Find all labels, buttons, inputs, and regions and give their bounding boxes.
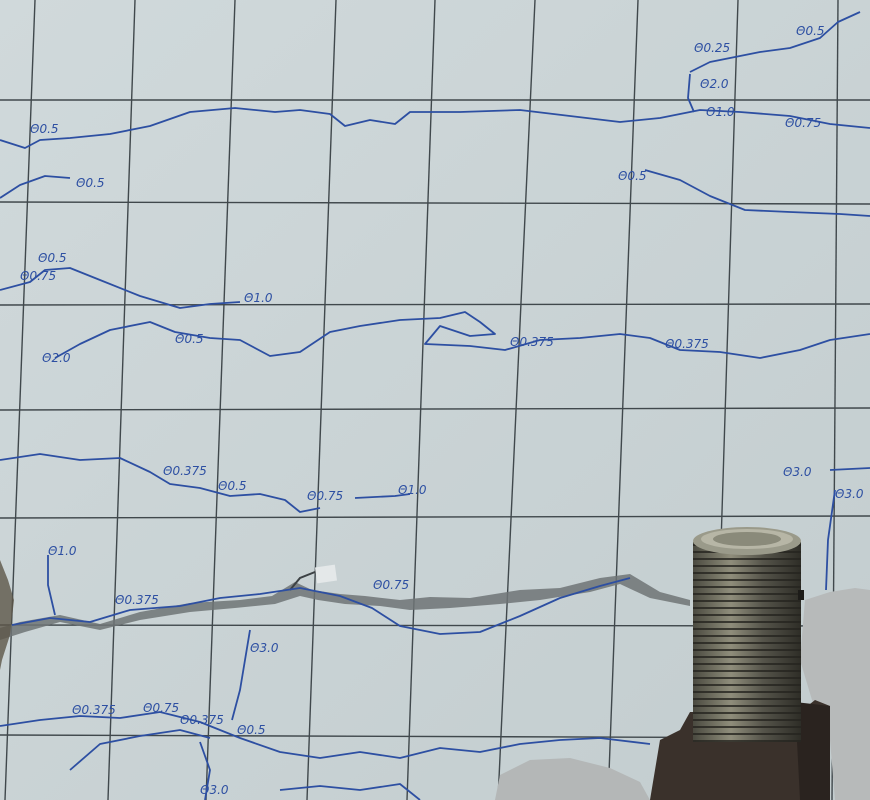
crack-traces xyxy=(0,11,870,800)
spalled-concrete xyxy=(495,588,870,800)
crack-width-label: Θ0.75 xyxy=(307,489,343,503)
crack-width-label: Θ2.0 xyxy=(42,351,71,365)
crack-width-label: Θ0.75 xyxy=(20,269,56,283)
crack-width-label: Θ0.5 xyxy=(796,24,825,38)
crack-width-label: Θ0.25 xyxy=(694,41,730,55)
crack-width-label: Θ0.75 xyxy=(143,701,179,715)
crack-width-label: Θ3.0 xyxy=(783,465,812,479)
crack-width-label: Θ2.0 xyxy=(700,77,729,91)
crack-width-label: Θ0.375 xyxy=(665,337,709,351)
crack-width-label: Θ0.5 xyxy=(218,479,247,493)
crack-width-label: Θ1.0 xyxy=(48,544,77,558)
main-fracture xyxy=(0,560,690,670)
crack-width-label: Θ3.0 xyxy=(200,783,229,797)
crack-width-label: Θ0.5 xyxy=(38,251,67,265)
crack-width-label: Θ0.375 xyxy=(163,464,207,478)
crack-width-label: Θ0.75 xyxy=(785,116,821,130)
threaded-anchor-rod xyxy=(650,527,830,800)
crack-width-label: Θ1.0 xyxy=(244,291,273,305)
crack-width-label: Θ0.375 xyxy=(115,593,159,607)
crack-width-label: Θ0.75 xyxy=(373,578,409,592)
crack-width-label: Θ0.375 xyxy=(72,703,116,717)
crack-width-label: Θ0.5 xyxy=(76,176,105,190)
crack-width-label: Θ0.375 xyxy=(180,713,224,727)
crack-width-label: Θ0.5 xyxy=(30,122,59,136)
crack-width-label: Θ3.0 xyxy=(250,641,279,655)
crack-width-label: Θ0.375 xyxy=(510,335,554,349)
crack-width-label: Θ0.5 xyxy=(175,332,204,346)
crack-width-label: Θ1.0 xyxy=(706,105,735,119)
crack-width-label: Θ0.5 xyxy=(618,169,647,183)
crack-width-label: Θ0.5 xyxy=(237,723,266,737)
crack-width-label: Θ3.0 xyxy=(835,487,864,501)
crack-width-label: Θ1.0 xyxy=(398,483,427,497)
